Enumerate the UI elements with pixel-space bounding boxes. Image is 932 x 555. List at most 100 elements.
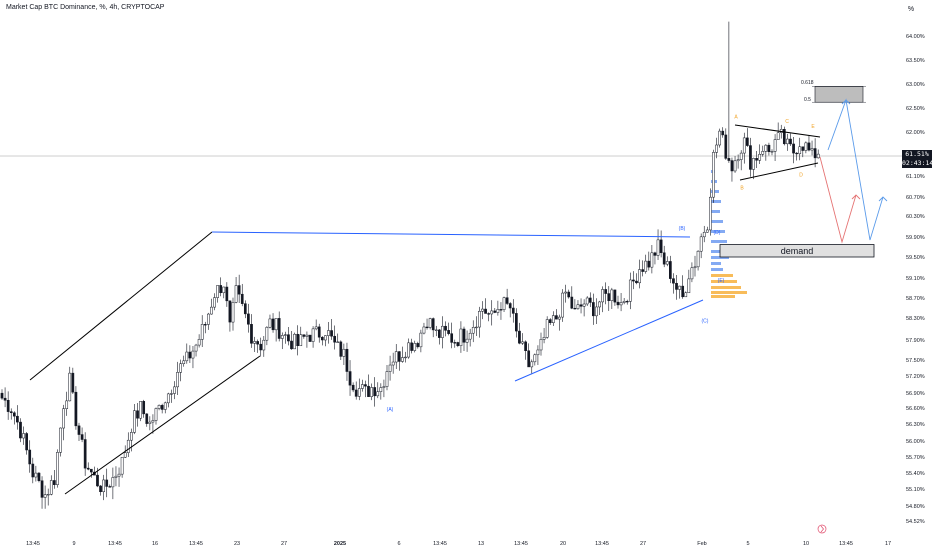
candle-body [0, 392, 4, 399]
fib-target-zone [814, 86, 864, 103]
candle-body [130, 432, 133, 441]
demand-zone-label: demand [780, 246, 814, 256]
candle-body [351, 384, 355, 391]
candle-body [736, 159, 740, 162]
candle-body [308, 334, 312, 342]
candle-body [68, 372, 72, 402]
y-tick-label: 63.00% [906, 82, 925, 88]
candle-body [582, 303, 586, 307]
candle-body [404, 356, 407, 359]
candle-body [262, 339, 266, 351]
candle-body [638, 269, 641, 284]
candle-body [425, 326, 429, 329]
y-tick-label: 55.40% [906, 471, 925, 477]
candle-body [746, 137, 749, 146]
volume-profile [711, 170, 747, 298]
candle-body [256, 341, 259, 345]
candle-body [484, 308, 487, 314]
candle-body [364, 384, 367, 387]
candle-body [182, 360, 186, 364]
candle-body [268, 318, 272, 328]
time-axis: 13:45 9 13:45 16 13:45 23 27 2025 6 13:45 13 13:45 2… [26, 541, 891, 547]
channel-upper-line [29, 231, 213, 381]
volume-profile-bar [711, 295, 735, 298]
candle-body [705, 229, 709, 233]
candle-body [548, 319, 552, 323]
current-price-tag: 61.51% 02:43:14 [902, 150, 932, 168]
candle-body [74, 391, 78, 427]
candle-body [690, 267, 694, 280]
candle-body [616, 301, 620, 306]
candle-body [601, 289, 604, 303]
candle-body [317, 326, 321, 338]
candle-body [659, 239, 663, 254]
y-tick-label: 60.70% [906, 195, 925, 201]
candle-body [117, 473, 121, 477]
candle-body [776, 132, 780, 140]
candle-body [179, 363, 182, 373]
candle-body [133, 410, 136, 433]
candle-body [62, 408, 65, 429]
bullish-arrow-head [878, 196, 888, 202]
volume-profile-bar [711, 230, 725, 233]
candle-body [388, 364, 392, 372]
candle-body [370, 387, 373, 397]
candle-body [678, 285, 681, 290]
candle-body [126, 439, 130, 453]
y-tick-label: 62.50% [906, 106, 925, 112]
candle-body [687, 278, 691, 294]
x-tick-label: 13:45 [839, 541, 853, 547]
wave-label: (A) [387, 407, 394, 413]
wave-label: (D) [714, 230, 721, 236]
candle-body [111, 477, 115, 488]
candle-body [336, 341, 340, 343]
candle-body [89, 468, 93, 473]
candle-body [151, 420, 155, 423]
candle-body [441, 325, 444, 338]
candle-body [465, 338, 469, 343]
candle-body [681, 285, 685, 298]
candle-body [160, 405, 164, 410]
x-tick-label: Feb [697, 541, 706, 547]
percent-scale-button[interactable]: % [907, 6, 915, 13]
y-tick-label: 57.20% [906, 374, 925, 380]
candle-body [280, 335, 284, 339]
candle-body [773, 139, 777, 152]
candle-body [284, 334, 287, 336]
candle-body [357, 388, 361, 397]
candle-body [795, 152, 798, 155]
candle-body [274, 318, 278, 331]
candle-body [219, 285, 223, 294]
candle-body [662, 252, 666, 265]
support-line [514, 299, 704, 382]
candle-body [539, 339, 543, 351]
candle-body [231, 302, 235, 323]
candle-body [213, 297, 216, 308]
candle-body [207, 313, 210, 325]
candle-body [170, 393, 173, 395]
y-tick-label: 55.70% [906, 455, 925, 461]
candle-body [752, 158, 755, 170]
candle-body [733, 160, 737, 172]
candle-body [265, 327, 269, 341]
candle-body [511, 307, 515, 314]
candle-body [114, 475, 118, 478]
y-tick-label: 57.50% [906, 358, 925, 364]
x-tick-label: 13:45 [108, 541, 122, 547]
candle-body [758, 153, 762, 161]
candle-body [474, 326, 478, 329]
x-tick-label: 2025 [334, 541, 346, 547]
candle-body [675, 282, 678, 290]
candle-body [210, 306, 213, 315]
candle-body [576, 304, 580, 309]
candle-body [108, 486, 112, 488]
candle-body [145, 413, 149, 424]
candle-body [367, 385, 370, 397]
candle-body [816, 153, 820, 159]
candle-body [431, 318, 435, 331]
candle-body [247, 313, 250, 325]
candle-body [564, 291, 567, 294]
candle-body [243, 303, 247, 315]
